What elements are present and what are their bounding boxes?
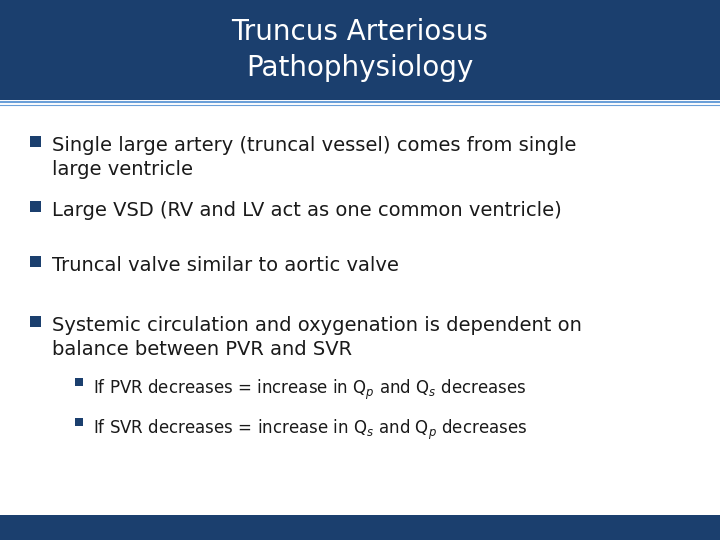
Text: If SVR decreases = increase in Q$_{s}$ and Q$_{p}$ decreases: If SVR decreases = increase in Q$_{s}$ a… bbox=[93, 418, 527, 442]
Text: Truncus Arteriosus
Pathophysiology: Truncus Arteriosus Pathophysiology bbox=[232, 18, 488, 83]
Text: Large VSD (RV and LV act as one common ventricle): Large VSD (RV and LV act as one common v… bbox=[52, 201, 562, 220]
Text: Single large artery (truncal vessel) comes from single
large ventricle: Single large artery (truncal vessel) com… bbox=[52, 136, 577, 179]
Bar bbox=[30, 201, 41, 212]
Bar bbox=[30, 256, 41, 267]
Bar bbox=[0, 515, 720, 540]
Text: Systemic circulation and oxygenation is dependent on
balance between PVR and SVR: Systemic circulation and oxygenation is … bbox=[52, 316, 582, 359]
Bar bbox=[30, 316, 41, 327]
Bar bbox=[30, 136, 41, 147]
Bar bbox=[75, 418, 83, 426]
Bar bbox=[0, 0, 720, 100]
Bar bbox=[75, 378, 83, 386]
Text: Truncal valve similar to aortic valve: Truncal valve similar to aortic valve bbox=[52, 256, 399, 275]
Bar bbox=[0, 100, 720, 515]
Text: If PVR decreases = increase in Q$_{p}$ and Q$_{s}$ decreases: If PVR decreases = increase in Q$_{p}$ a… bbox=[93, 378, 527, 402]
